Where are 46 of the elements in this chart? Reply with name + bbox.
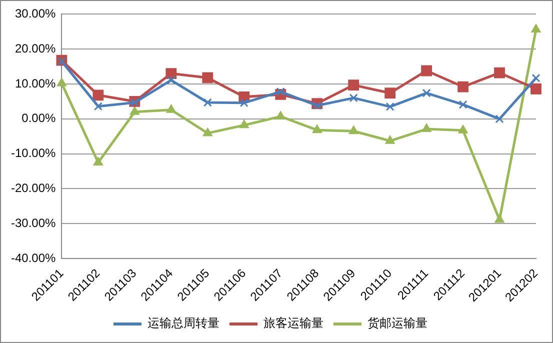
point	[166, 104, 176, 113]
point	[384, 88, 396, 99]
legend-label: 货邮运输量	[368, 316, 428, 330]
point	[348, 126, 358, 134]
y-tick-label: 20.00%	[14, 41, 56, 56]
point	[93, 157, 104, 166]
point	[130, 106, 140, 115]
y-tick-label: -30.00%	[10, 216, 56, 230]
point	[458, 100, 468, 109]
point	[166, 76, 176, 84]
point	[422, 124, 432, 132]
point	[94, 102, 102, 111]
point	[458, 124, 468, 134]
legend-label: 旅客运输量	[264, 316, 324, 330]
point	[166, 68, 177, 79]
y-tick-label: -40.00%	[10, 250, 56, 265]
point	[422, 88, 431, 98]
legend-label: 运输总周转量	[148, 316, 220, 330]
point	[240, 98, 248, 108]
point	[57, 57, 66, 66]
y-tick-label: 30.00%	[14, 6, 56, 21]
point	[421, 65, 432, 76]
point	[530, 83, 542, 94]
point	[494, 67, 505, 78]
point	[312, 124, 322, 134]
point	[202, 128, 212, 136]
point	[495, 114, 504, 124]
point	[276, 87, 285, 96]
point	[312, 101, 322, 110]
point	[349, 94, 358, 102]
point	[494, 214, 504, 223]
y-tick-label: 10.00%	[14, 76, 56, 90]
point	[202, 72, 214, 84]
point	[203, 98, 212, 107]
point	[348, 80, 360, 90]
point	[56, 78, 67, 86]
point	[239, 120, 249, 128]
point	[532, 74, 540, 82]
point	[386, 102, 394, 111]
y-tick-label: 0.00%	[22, 111, 56, 126]
point	[276, 110, 286, 120]
y-tick-label: -10.00%	[10, 146, 56, 160]
point	[458, 81, 468, 92]
y-tick-label: -20.00%	[10, 181, 56, 196]
point	[92, 90, 104, 101]
point	[385, 135, 395, 144]
